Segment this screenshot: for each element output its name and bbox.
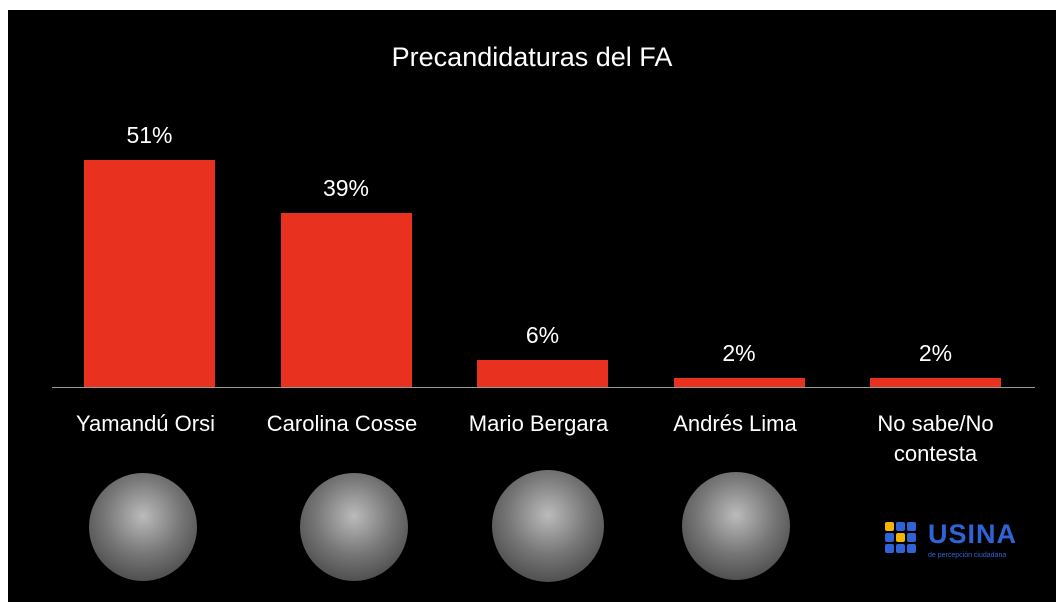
x-tick-label: Yamandú Orsi: [76, 411, 215, 436]
x-tick-label: Andrés Lima: [673, 411, 797, 436]
photo: [89, 473, 197, 581]
logo-icon: [907, 522, 916, 531]
data-label: 39%: [322, 175, 370, 202]
bar: [280, 213, 412, 387]
logo-icon: [885, 533, 894, 542]
data-label: 2%: [722, 340, 756, 367]
logo-tagline: de percepción ciudadana: [928, 552, 1007, 559]
photo: [682, 472, 790, 580]
logo-icon: [885, 544, 894, 553]
data-label: 51%: [126, 122, 173, 148]
baseline: [52, 387, 1035, 388]
chart-title: Precandidaturas del FA: [391, 42, 673, 72]
photo: [300, 473, 408, 581]
logo-icon: [907, 533, 916, 542]
bar: [870, 378, 1001, 387]
data-label: 2%: [918, 340, 953, 367]
logo-icon: [896, 522, 905, 531]
bar: [84, 160, 215, 387]
logo-icon: [896, 533, 905, 542]
data-label: 6%: [525, 322, 560, 349]
x-tick-label: Carolina Cosse: [266, 411, 418, 436]
photo: [492, 470, 604, 582]
x-tick-label: Mario Bergara: [468, 411, 609, 436]
logo-name: USINA: [928, 519, 1018, 549]
logo-icon: [907, 544, 916, 553]
logo-icon: [885, 522, 894, 531]
bar: [673, 378, 805, 387]
x-tick-label: No sabe/No contesta: [877, 411, 994, 466]
bar: [477, 360, 608, 387]
logo-icon: [896, 544, 905, 553]
